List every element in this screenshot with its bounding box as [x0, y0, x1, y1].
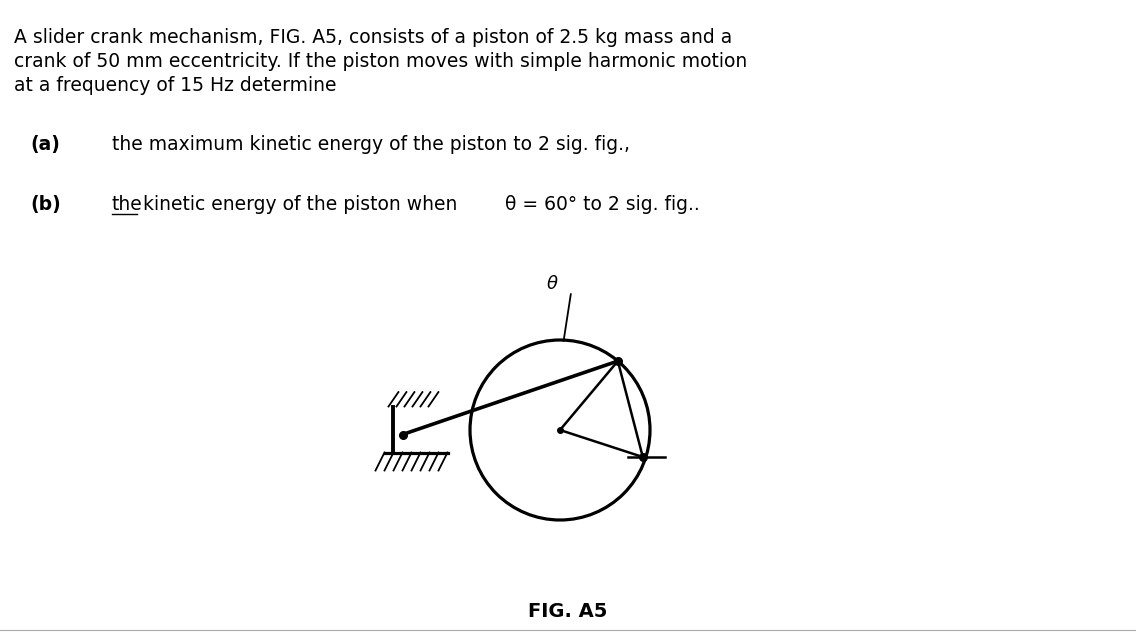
Text: (b): (b) [30, 195, 60, 214]
Text: at a frequency of 15 Hz determine: at a frequency of 15 Hz determine [14, 76, 336, 95]
Text: the maximum kinetic energy of the piston to 2 sig. fig.,: the maximum kinetic energy of the piston… [112, 135, 630, 154]
Text: A slider crank mechanism, FIG. A5, consists of a piston of 2.5 kg mass and a: A slider crank mechanism, FIG. A5, consi… [14, 28, 733, 47]
Text: the: the [112, 195, 143, 214]
Text: (a): (a) [30, 135, 60, 154]
Text: kinetic energy of the piston when: kinetic energy of the piston when [137, 195, 463, 214]
Text: crank of 50 mm eccentricity. If the piston moves with simple harmonic motion: crank of 50 mm eccentricity. If the pist… [14, 52, 747, 71]
Text: $\theta$: $\theta$ [546, 275, 559, 293]
Text: FIG. A5: FIG. A5 [528, 602, 608, 621]
Text: θ = 60° to 2 sig. fig..: θ = 60° to 2 sig. fig.. [506, 195, 700, 214]
